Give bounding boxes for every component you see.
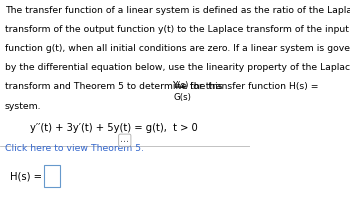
Text: system.: system. — [5, 101, 42, 110]
Text: ⋯: ⋯ — [120, 136, 129, 145]
Text: function g(t), when all initial conditions are zero. If a linear system is gover: function g(t), when all initial conditio… — [5, 44, 350, 53]
Text: for this: for this — [190, 82, 223, 91]
Text: transform and Theorem 5 to determine the transfer function H(s) =: transform and Theorem 5 to determine the… — [5, 82, 318, 91]
Text: H(s) =: H(s) = — [10, 171, 42, 181]
Text: y′′(t) + 3y′(t) + 5y(t) = g(t),  t > 0: y′′(t) + 3y′(t) + 5y(t) = g(t), t > 0 — [30, 123, 198, 133]
Text: transform of the output function y(t) to the Laplace transform of the input: transform of the output function y(t) to… — [5, 25, 349, 34]
Text: G(s): G(s) — [174, 93, 191, 102]
FancyBboxPatch shape — [44, 165, 60, 187]
Text: Y(s): Y(s) — [174, 81, 190, 90]
Text: by the differential equation below, use the linearity property of the Laplace: by the differential equation below, use … — [5, 63, 350, 72]
Text: Click here to view Theorem 5.: Click here to view Theorem 5. — [5, 144, 144, 153]
Text: The transfer function of a linear system is defined as the ratio of the Laplace: The transfer function of a linear system… — [5, 6, 350, 15]
